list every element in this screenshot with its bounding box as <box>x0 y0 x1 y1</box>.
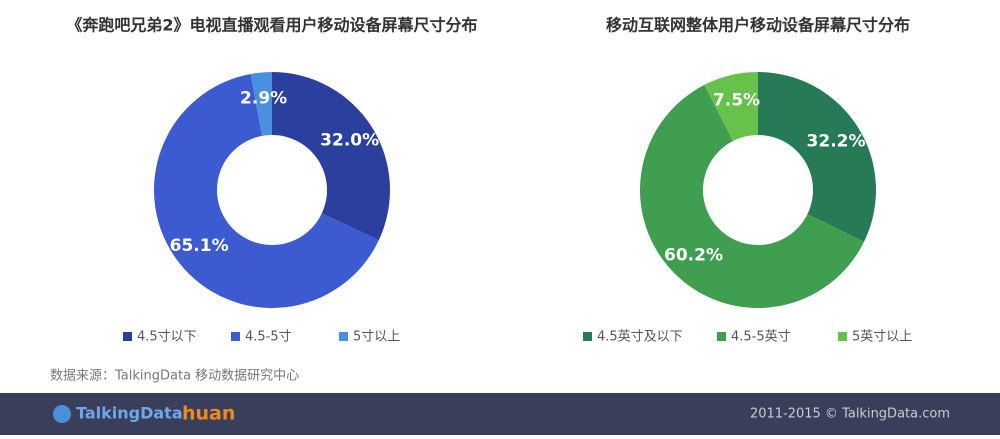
value-label: 32.0% <box>320 131 379 151</box>
footer-bar <box>0 393 1000 435</box>
chart-title: 移动互联网整体用户移动设备屏幕尺寸分布 <box>606 16 910 35</box>
legend-swatch <box>717 332 726 341</box>
partner-logo: huan <box>182 403 235 425</box>
donut-slice <box>758 72 876 242</box>
legend-label: 4.5英寸及以下 <box>597 330 683 345</box>
donut-slice <box>250 72 272 136</box>
value-label: 32.2% <box>807 131 866 151</box>
logo: TalkingData <box>76 404 183 423</box>
value-label: 2.9% <box>240 88 287 108</box>
legend-label: 4.5寸以下 <box>137 330 197 345</box>
donut-slice <box>640 84 865 309</box>
legend-swatch <box>583 332 592 341</box>
donut-slice <box>272 72 390 241</box>
legend-label: 4.5-5寸 <box>245 330 292 345</box>
value-label: 60.2% <box>664 246 723 266</box>
legend-label: 5英寸以上 <box>852 330 912 345</box>
donut-slice <box>154 73 379 309</box>
copyright: 2011-2015 © TalkingData.com <box>750 407 950 422</box>
source: 数据来源：TalkingData 移动数据研究中心 <box>50 369 299 384</box>
value-label: 65.1% <box>170 236 229 256</box>
logo-icon <box>53 405 71 423</box>
legend-swatch <box>339 332 348 341</box>
legend-swatch <box>123 332 132 341</box>
legend-label: 5寸以上 <box>353 330 400 345</box>
donut-slice <box>704 72 758 142</box>
legend-swatch <box>838 332 847 341</box>
chart-title: 《奔跑吧兄弟2》电视直播观看用户移动设备屏幕尺寸分布 <box>66 16 477 35</box>
legend-label: 4.5-5英寸 <box>731 330 791 345</box>
value-label: 7.5% <box>713 91 760 111</box>
legend-swatch <box>231 332 240 341</box>
